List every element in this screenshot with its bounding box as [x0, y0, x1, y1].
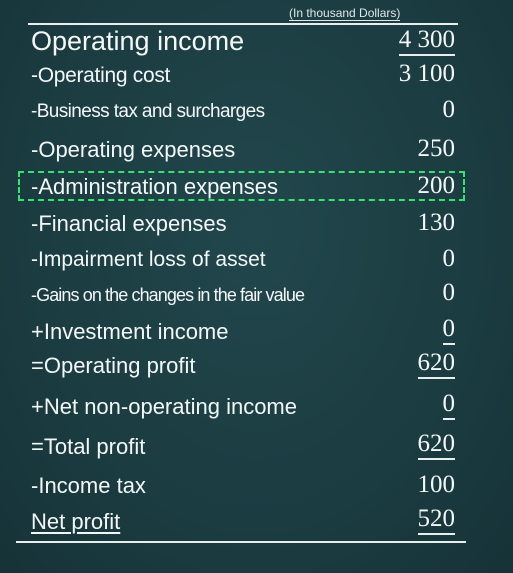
row-label: Net profit	[31, 509, 121, 534]
row-financial-expenses: -Financial expenses 130	[31, 207, 459, 237]
row-net-non-operating-income: +Net non-operating income 0	[31, 390, 459, 420]
row-value: 0	[442, 245, 456, 272]
bottom-rule	[16, 541, 466, 543]
row-value: 0	[442, 96, 456, 123]
row-value: 130	[417, 209, 456, 236]
top-rule	[28, 23, 458, 25]
row-label: -Operating expenses	[31, 137, 236, 162]
row-label: +Investment income	[31, 319, 229, 344]
row-net-profit: Net profit 520	[31, 505, 459, 535]
unit-note: (In thousand Dollars)	[289, 6, 401, 21]
row-operating-cost: -Operating cost 3 100	[31, 60, 459, 88]
row-operating-income: Operating income 4 300	[31, 26, 459, 56]
row-label: -Impairment loss of asset	[31, 248, 266, 271]
row-label: =Total profit	[31, 434, 146, 459]
row-value: 620	[417, 349, 455, 379]
row-value: 0	[442, 279, 456, 306]
highlight-box	[18, 171, 465, 201]
row-value: 3 100	[398, 60, 455, 87]
row-total-profit: =Total profit 620	[31, 430, 459, 460]
row-label: -Financial expenses	[31, 211, 227, 236]
row-value: 100	[417, 471, 456, 498]
row-investment-income: +Investment income 0	[31, 315, 459, 345]
row-label: -Operating cost	[31, 64, 171, 87]
row-impairment-loss: -Impairment loss of asset 0	[31, 243, 459, 273]
row-value: 200	[417, 172, 456, 199]
row-label: -Gains on the changes in the fair value	[31, 285, 305, 305]
row-label: -Administration expenses	[31, 174, 279, 199]
row-label: -Business tax and surcharges	[31, 101, 265, 122]
row-label: +Net non-operating income	[31, 394, 297, 419]
row-value: 620	[417, 430, 455, 460]
row-value: 250	[417, 135, 456, 162]
row-fair-value-gains: -Gains on the changes in the fair value …	[31, 279, 459, 307]
row-value: 0	[442, 390, 455, 420]
row-administration-expenses: -Administration expenses 200	[31, 170, 459, 200]
row-label: =Operating profit	[31, 353, 196, 378]
row-value: 4 300	[398, 26, 455, 56]
row-label: Operating income	[31, 26, 245, 56]
row-value: 520	[417, 505, 455, 535]
row-operating-profit: =Operating profit 620	[31, 349, 459, 379]
row-operating-expenses: -Operating expenses 250	[31, 133, 459, 163]
row-value: 0	[442, 315, 455, 345]
row-label: -Income tax	[31, 473, 146, 498]
row-business-tax: -Business tax and surcharges 0	[31, 96, 459, 124]
row-income-tax: -Income tax 100	[31, 469, 459, 499]
